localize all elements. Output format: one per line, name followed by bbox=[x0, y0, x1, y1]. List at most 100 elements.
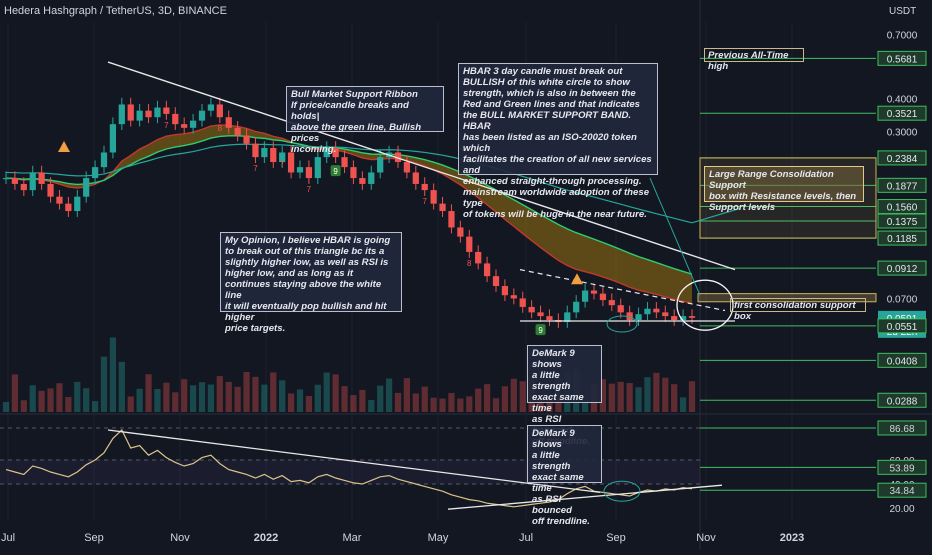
candle-body bbox=[564, 312, 571, 322]
volume-bar bbox=[127, 396, 134, 412]
candle-body bbox=[475, 251, 482, 264]
candle-body bbox=[47, 183, 54, 197]
candle-body bbox=[296, 167, 304, 173]
volume-bar bbox=[457, 398, 464, 412]
volume-bar bbox=[350, 395, 357, 412]
volume-bar bbox=[599, 379, 607, 412]
rsi-axis-label: 86.68 bbox=[889, 424, 914, 435]
candle-body bbox=[617, 305, 624, 313]
price-axis-label: 0.0288 bbox=[887, 396, 918, 407]
candle-body bbox=[510, 295, 517, 299]
candle-body bbox=[163, 107, 170, 114]
note-demark-2: DeMark 9 shows a little strength exact s… bbox=[527, 425, 602, 527]
candle-body bbox=[519, 298, 526, 307]
candle-body bbox=[56, 196, 63, 204]
volume-bar bbox=[172, 392, 179, 412]
white-trendline bbox=[107, 61, 736, 271]
volume-bar bbox=[394, 392, 402, 412]
candle-body bbox=[243, 135, 250, 144]
price-level-tag bbox=[877, 50, 927, 66]
volume-bar bbox=[519, 381, 526, 412]
price-axis-label: 0.0551 bbox=[887, 322, 918, 333]
volume-bar bbox=[83, 388, 90, 412]
warning-triangle-marker bbox=[58, 140, 70, 152]
candle-body bbox=[403, 162, 411, 173]
x-tick-label: Jul bbox=[519, 532, 533, 544]
candle-body bbox=[377, 157, 384, 173]
demark-nine-marker bbox=[330, 165, 341, 177]
volume-bar bbox=[56, 383, 63, 412]
breakout-circle bbox=[676, 279, 734, 331]
volume-bar bbox=[501, 386, 509, 412]
candle-body bbox=[127, 104, 134, 121]
candle-body bbox=[341, 157, 348, 168]
price-level-tag bbox=[877, 177, 927, 193]
volume-bar bbox=[154, 388, 161, 412]
volume-bar bbox=[100, 356, 108, 412]
rsi-up-trendline bbox=[447, 484, 723, 510]
volume-bar bbox=[91, 401, 99, 412]
candle-body bbox=[145, 110, 152, 118]
candle-body bbox=[394, 152, 402, 163]
candle-body bbox=[528, 306, 535, 313]
volume-bar bbox=[314, 384, 321, 412]
volume-bar bbox=[635, 387, 642, 412]
volume-bar bbox=[608, 383, 615, 412]
price-axis-label: 0.5681 bbox=[887, 54, 918, 65]
candle-body bbox=[305, 167, 313, 179]
demark-count-label: 7 bbox=[307, 185, 312, 194]
candle-body bbox=[38, 172, 45, 184]
volume-bar bbox=[377, 385, 384, 412]
volume-bar bbox=[421, 386, 428, 412]
volume-bar bbox=[483, 384, 491, 412]
rsi-axis-label: 34.84 bbox=[889, 486, 914, 497]
volume-bar bbox=[510, 378, 517, 412]
candle-body bbox=[412, 172, 419, 184]
candle-body bbox=[581, 290, 589, 302]
volume-bar bbox=[492, 398, 500, 412]
volume-bar bbox=[305, 395, 313, 412]
candle-body bbox=[287, 152, 295, 173]
candle-body bbox=[644, 308, 651, 315]
demark-nine-marker bbox=[535, 324, 546, 336]
volume-bar bbox=[261, 384, 268, 412]
candle-body bbox=[350, 167, 357, 179]
volume-bar bbox=[341, 386, 348, 412]
arrow-to-circle bbox=[649, 177, 701, 296]
volume-bar bbox=[74, 381, 81, 412]
volume-bar bbox=[546, 399, 553, 412]
volume-bar bbox=[617, 381, 624, 412]
x-tick-label: Mar bbox=[343, 532, 362, 544]
volume-bar bbox=[430, 397, 437, 412]
candle-body bbox=[483, 263, 491, 277]
price-axis-label: 0.3521 bbox=[887, 109, 918, 120]
volume-bar bbox=[412, 393, 419, 412]
rsi-axis-label: 20.00 bbox=[889, 504, 914, 515]
volume-bar bbox=[252, 376, 259, 412]
price-axis-label: 0.0700 bbox=[887, 294, 918, 305]
candle-body bbox=[270, 147, 277, 163]
rsi-bounce-circle bbox=[603, 480, 641, 502]
volume-bar bbox=[448, 392, 455, 412]
volume-bar bbox=[225, 381, 232, 412]
candle-body bbox=[466, 236, 473, 252]
candle-body bbox=[65, 203, 72, 212]
volume-bar bbox=[644, 377, 651, 412]
candle-body bbox=[653, 308, 660, 313]
rsi-level-tag bbox=[877, 420, 927, 436]
price-level-tag bbox=[877, 105, 927, 121]
candle-body bbox=[448, 211, 455, 228]
price-axis-label: 0.0912 bbox=[887, 264, 918, 275]
rsi-level-tag bbox=[877, 459, 927, 475]
volume-bar bbox=[581, 399, 589, 412]
candle-body bbox=[332, 147, 339, 158]
ribbon-red-line bbox=[5, 124, 693, 304]
note-large-range: Large Range Consolidation Support box wi… bbox=[704, 166, 864, 213]
price-axis-label: 0.2384 bbox=[887, 154, 918, 165]
volume-bar bbox=[537, 396, 544, 412]
price-unit: USDT bbox=[889, 6, 917, 17]
volume-bar bbox=[688, 381, 696, 412]
price-axis-label: 0.7000 bbox=[887, 30, 918, 41]
volume-bar bbox=[243, 372, 250, 412]
volume-bar bbox=[29, 385, 36, 412]
